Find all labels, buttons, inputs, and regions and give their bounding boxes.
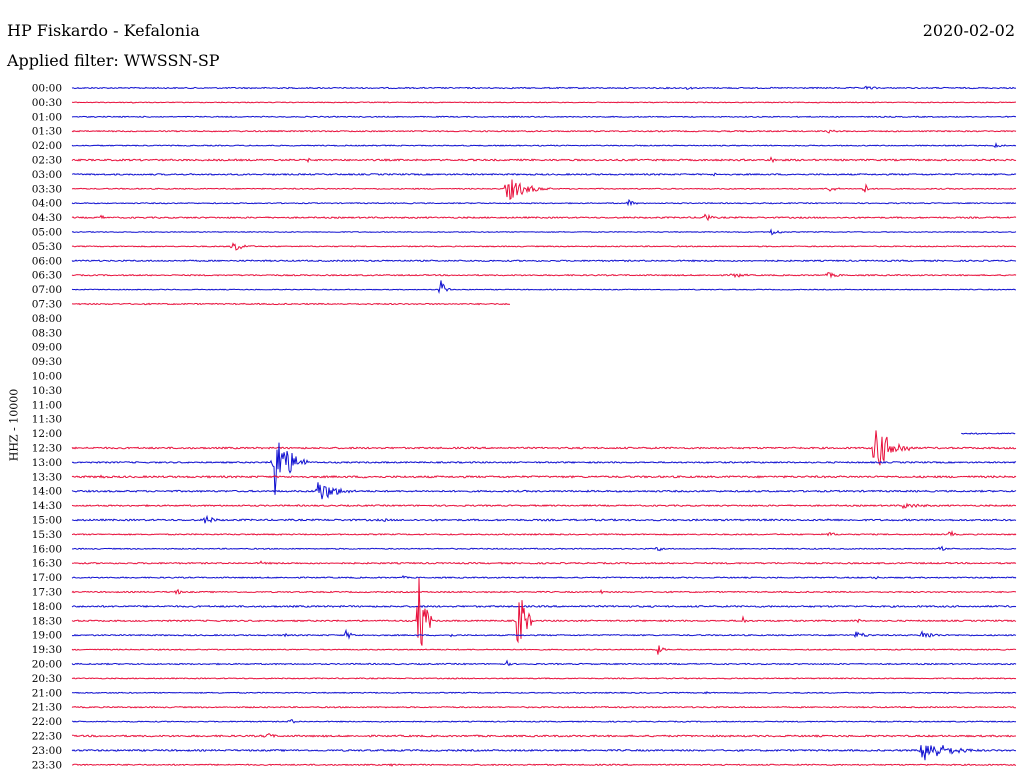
row-label-1430: 14:30 <box>32 500 62 512</box>
row-label-0430: 04:30 <box>32 212 62 224</box>
row-label-1400: 14:00 <box>32 486 62 498</box>
trace-row-1330 <box>71 474 1017 479</box>
row-label-1200: 12:00 <box>32 428 62 440</box>
trace-row-0100 <box>71 115 1017 118</box>
row-label-1930: 19:30 <box>32 644 62 656</box>
trace-row-2330 <box>71 763 1016 767</box>
row-label-2330: 23:30 <box>32 759 62 771</box>
row-label-0300: 03:00 <box>32 169 62 181</box>
trace-row-0130 <box>71 129 1017 134</box>
station-title: HP Fiskardo - Kefalonia <box>7 21 200 40</box>
row-label-0700: 07:00 <box>32 284 62 296</box>
row-label-1800: 18:00 <box>32 601 62 613</box>
row-label-1030: 10:30 <box>32 385 62 397</box>
row-label-0500: 05:00 <box>32 227 62 239</box>
trace-row-1200 <box>961 432 1016 435</box>
row-label-2000: 20:00 <box>32 659 62 671</box>
trace-row-1900 <box>71 628 1017 640</box>
trace-row-2000 <box>71 659 1017 667</box>
trace-row-1230 <box>71 430 1017 466</box>
filter-label: Applied filter: WWSSN-SP <box>7 51 220 70</box>
row-label-1630: 16:30 <box>32 558 62 570</box>
trace-row-1930 <box>71 645 1017 655</box>
row-label-1230: 12:30 <box>32 443 62 455</box>
row-label-1300: 13:00 <box>32 457 62 469</box>
trace-row-1400 <box>71 482 1017 500</box>
trace-row-2030 <box>71 677 1017 680</box>
trace-row-0300 <box>71 172 1017 177</box>
row-label-1000: 10:00 <box>32 371 62 383</box>
trace-row-2300 <box>71 745 1017 761</box>
row-label-2100: 21:00 <box>32 687 62 699</box>
trace-row-1430 <box>71 502 1016 510</box>
trace-row-2130 <box>71 705 1016 709</box>
row-label-0200: 02:00 <box>32 140 62 152</box>
trace-row-2200 <box>71 719 1017 724</box>
trace-row-1800 <box>71 604 1017 609</box>
row-labels: 00:00 00:30 01:00 01:30 02:00 02:30 03:00 03:30… <box>32 83 62 772</box>
trace-row-0530 <box>71 242 1017 251</box>
row-label-0630: 06:30 <box>32 270 62 282</box>
row-label-0900: 09:00 <box>32 342 62 354</box>
row-label-1100: 11:00 <box>32 399 62 411</box>
row-label-0400: 04:00 <box>32 198 62 210</box>
seismic-traces <box>71 85 1017 767</box>
trace-row-1700 <box>71 574 1017 580</box>
trace-row-0700 <box>71 280 1017 294</box>
trace-row-0600 <box>71 259 1017 263</box>
row-label-0100: 01:00 <box>32 111 62 123</box>
trace-row-1730 <box>71 588 1017 595</box>
row-label-0030: 00:30 <box>32 97 62 109</box>
trace-row-1600 <box>71 545 1017 552</box>
trace-row-1300 <box>71 442 1017 495</box>
row-label-1830: 18:30 <box>32 615 62 627</box>
row-label-0830: 08:30 <box>32 327 62 339</box>
trace-row-1830 <box>71 578 1017 646</box>
row-label-2300: 23:00 <box>32 745 62 757</box>
row-label-0600: 06:00 <box>32 255 62 267</box>
row-label-1700: 17:00 <box>32 572 62 584</box>
row-label-0330: 03:30 <box>32 183 62 195</box>
row-label-1330: 13:30 <box>32 471 62 483</box>
trace-row-0730 <box>71 302 511 306</box>
row-label-0230: 02:30 <box>32 155 62 167</box>
trace-row-2100 <box>71 690 1017 695</box>
row-label-2230: 22:30 <box>32 731 62 743</box>
date-label: 2020-02-02 <box>922 21 1015 40</box>
row-label-2030: 20:30 <box>32 673 62 685</box>
trace-row-1630 <box>71 560 1017 565</box>
trace-row-0000 <box>71 85 1017 90</box>
trace-row-0200 <box>71 141 1017 149</box>
trace-row-1500 <box>71 514 1017 524</box>
row-label-1900: 19:00 <box>32 630 62 642</box>
row-label-1730: 17:30 <box>32 587 62 599</box>
row-label-2130: 21:30 <box>32 702 62 714</box>
trace-row-0630 <box>71 271 1017 279</box>
row-label-0530: 05:30 <box>32 241 62 253</box>
row-label-0930: 09:30 <box>32 356 62 368</box>
row-label-1600: 16:00 <box>32 543 62 555</box>
row-label-1500: 15:00 <box>32 515 62 527</box>
trace-row-0500 <box>71 228 1017 236</box>
row-label-0130: 01:30 <box>32 126 62 138</box>
row-label-0730: 07:30 <box>32 299 62 311</box>
row-label-0800: 08:00 <box>32 313 62 325</box>
trace-row-0330 <box>71 179 1017 201</box>
trace-row-2230 <box>71 732 1016 739</box>
row-label-2200: 22:00 <box>32 716 62 728</box>
trace-row-1530 <box>71 529 1017 537</box>
trace-row-0430 <box>71 213 1017 222</box>
row-label-1530: 15:30 <box>32 529 62 541</box>
trace-row-0030 <box>71 101 1016 104</box>
row-label-1130: 11:30 <box>32 414 62 426</box>
row-label-0000: 00:00 <box>32 83 62 95</box>
trace-row-0230 <box>71 156 1017 164</box>
trace-row-0400 <box>71 198 1017 207</box>
